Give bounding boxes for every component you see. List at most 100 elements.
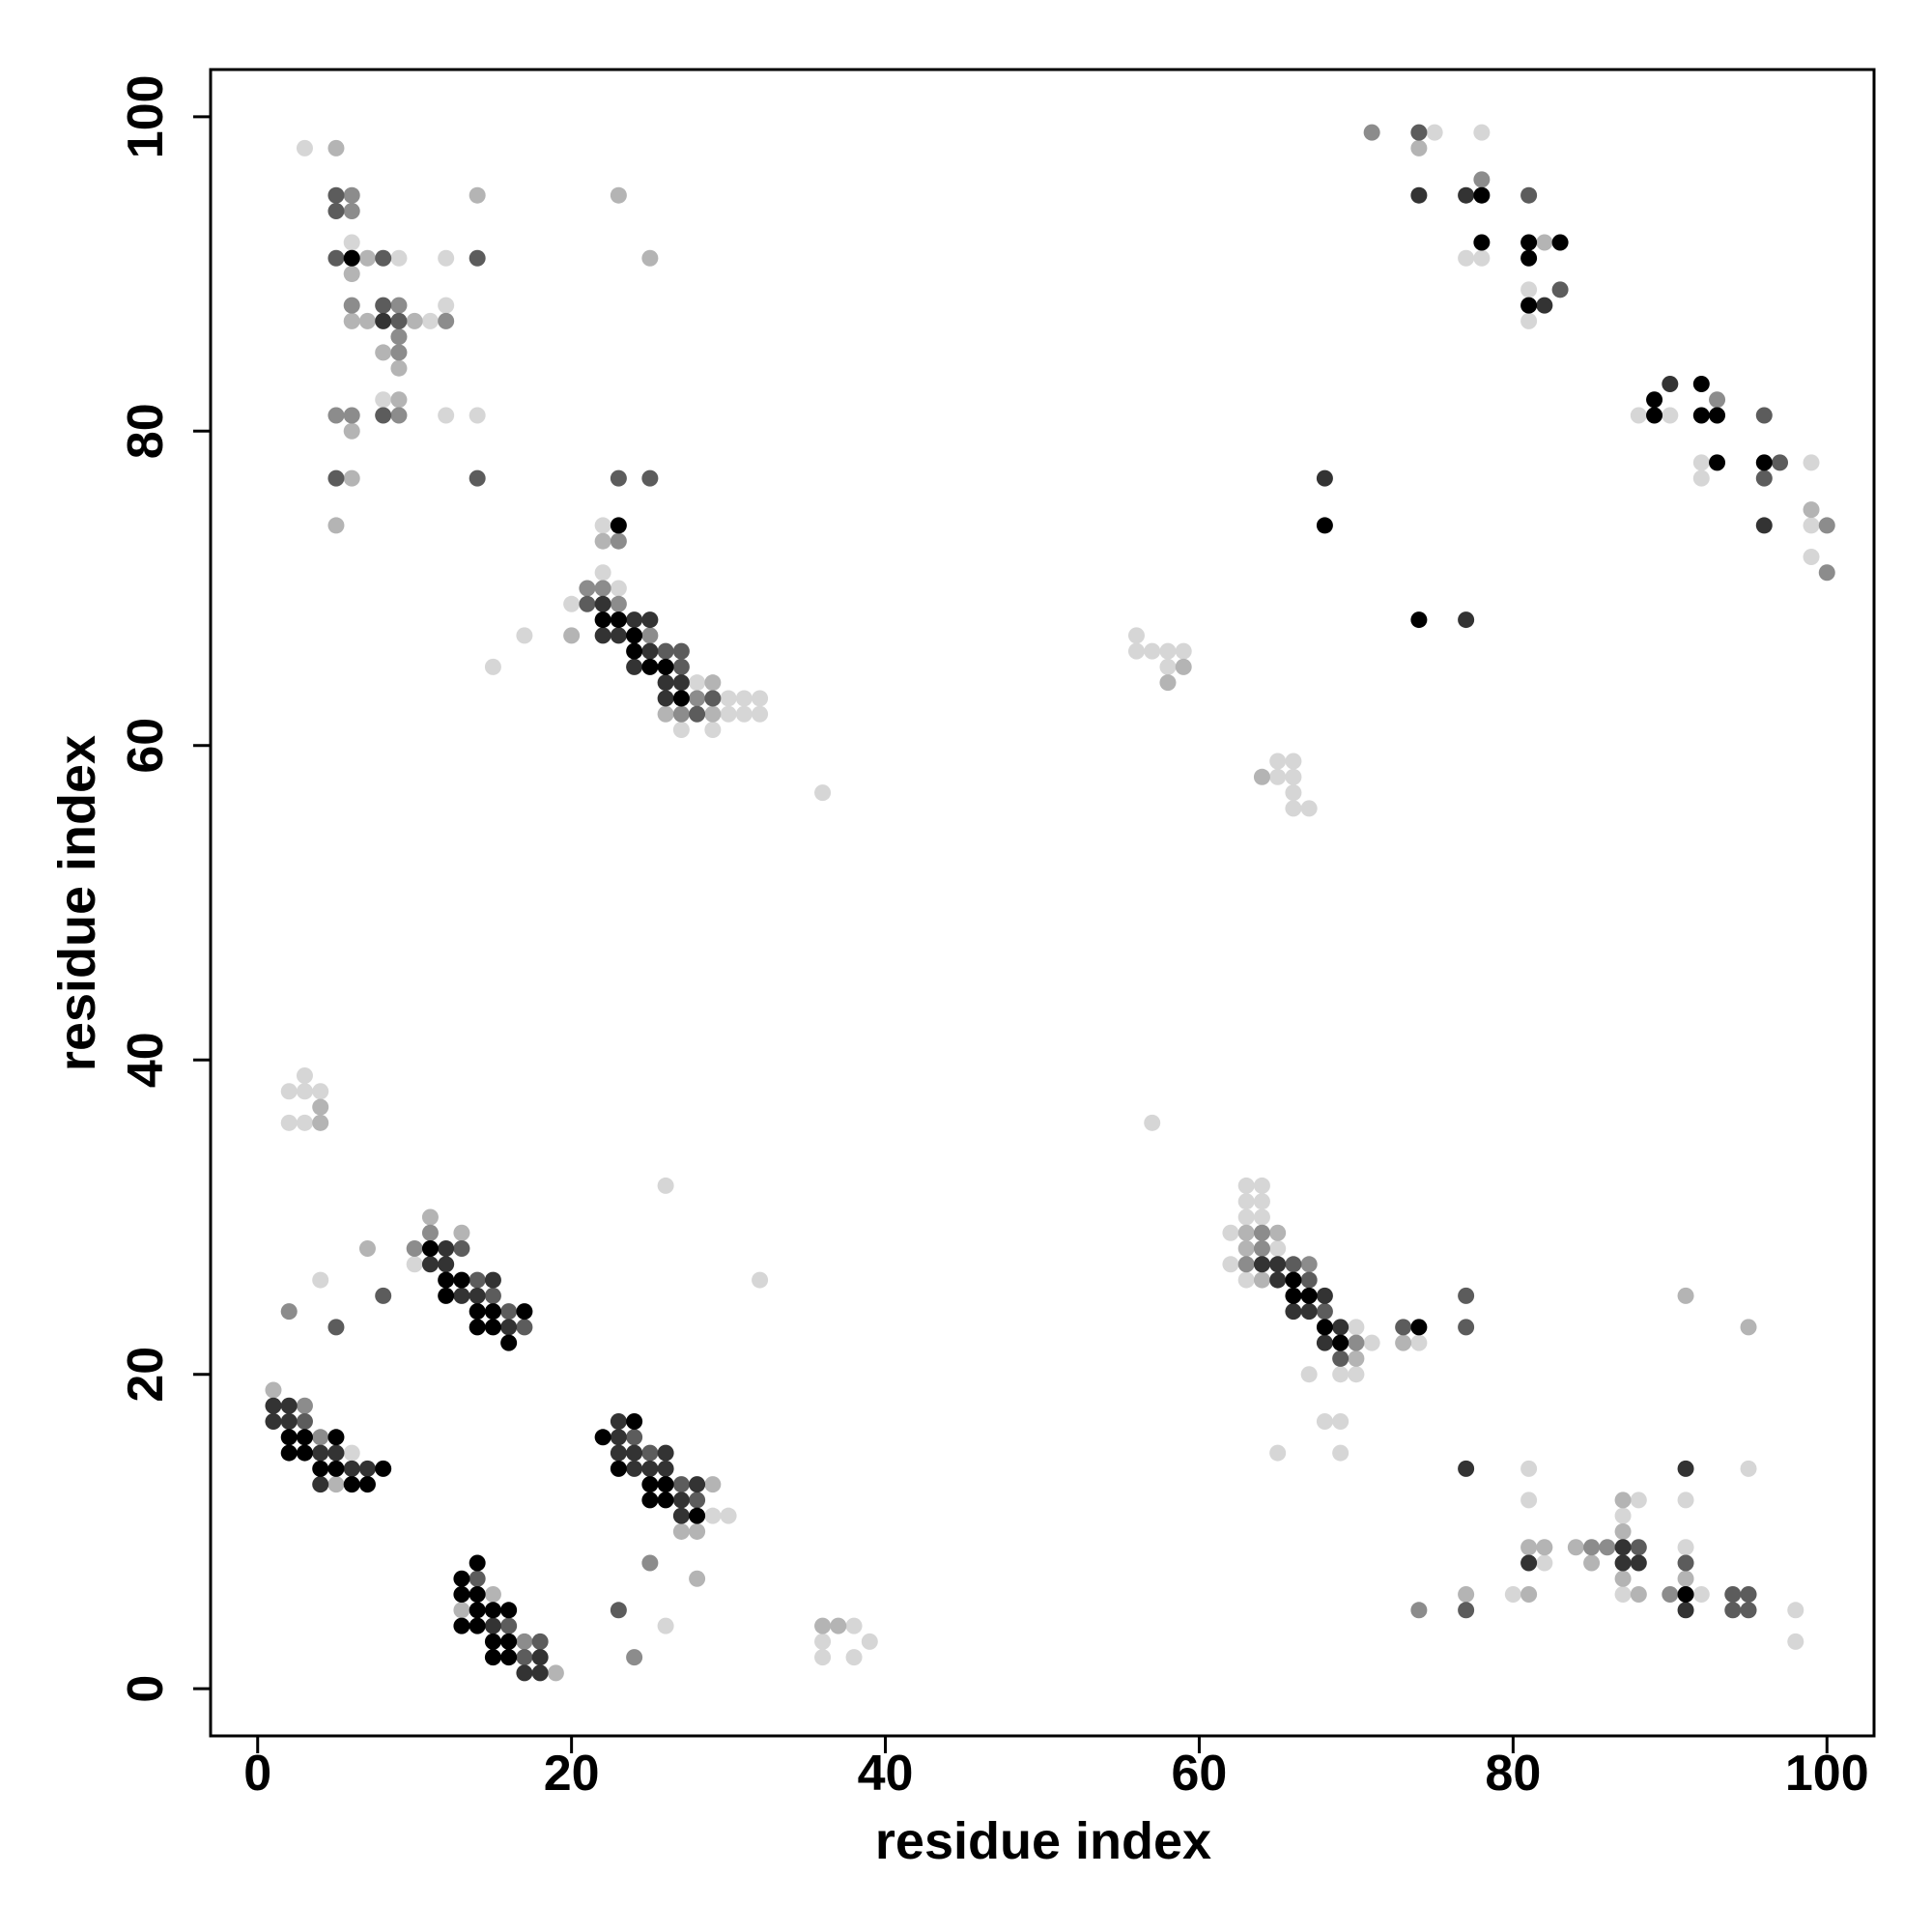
contact-point — [438, 1256, 455, 1273]
contact-point — [375, 391, 392, 409]
contact-point — [1473, 124, 1491, 141]
contact-point — [1237, 1177, 1255, 1194]
contact-point — [1740, 1319, 1757, 1336]
contact-point — [469, 1554, 486, 1572]
contact-point — [453, 1271, 470, 1289]
contact-point — [1677, 1539, 1694, 1556]
contact-point — [1285, 753, 1302, 770]
contact-point — [1614, 1570, 1632, 1587]
contact-point — [469, 1271, 486, 1289]
contact-point — [704, 1507, 722, 1524]
contact-point — [1755, 454, 1773, 471]
contact-point — [610, 1444, 627, 1462]
contact-point — [672, 1522, 690, 1540]
contact-point — [657, 1617, 674, 1634]
x-tick-label: 0 — [243, 1746, 271, 1802]
contact-point — [845, 1617, 863, 1634]
contact-point — [312, 1429, 329, 1446]
contact-point — [1316, 1303, 1333, 1321]
contact-point — [720, 705, 737, 723]
contact-point — [1253, 1271, 1270, 1289]
contact-point — [1709, 407, 1726, 424]
contact-point — [375, 249, 392, 267]
contact-point — [641, 642, 659, 660]
contact-point — [672, 1476, 690, 1493]
contact-point — [704, 705, 722, 723]
contact-point — [438, 1271, 455, 1289]
contact-point — [280, 1114, 298, 1131]
contact-point — [1520, 297, 1538, 314]
contact-point — [375, 312, 392, 329]
contact-point — [1285, 1303, 1302, 1321]
contact-point — [1614, 1522, 1632, 1540]
data-points — [265, 124, 1835, 1682]
contact-point — [327, 1429, 345, 1446]
y-tick-label: 0 — [118, 1675, 174, 1703]
contact-point — [641, 249, 659, 267]
contact-point — [1285, 768, 1302, 785]
contact-point — [610, 580, 627, 597]
contact-point — [469, 186, 486, 204]
contact-point — [1473, 234, 1491, 251]
contact-point — [1583, 1554, 1601, 1572]
contact-point — [1363, 1334, 1380, 1351]
contact-point — [641, 658, 659, 675]
contact-point — [735, 690, 753, 707]
contact-point — [296, 139, 313, 156]
contact-point — [438, 249, 455, 267]
contact-point — [516, 1319, 533, 1336]
contact-point — [1253, 1256, 1270, 1273]
contact-point — [672, 1492, 690, 1509]
contact-point — [265, 1397, 282, 1414]
contact-point — [296, 1413, 313, 1431]
contact-point — [1127, 627, 1145, 644]
contact-point — [594, 532, 611, 550]
contact-point — [453, 1240, 470, 1258]
contact-point — [657, 1460, 674, 1477]
contact-point — [579, 595, 596, 612]
contact-point — [594, 627, 611, 644]
contact-point — [830, 1617, 847, 1634]
contact-point — [280, 1444, 298, 1462]
contact-point — [500, 1649, 518, 1666]
contact-point — [1803, 454, 1820, 471]
contact-point — [672, 690, 690, 707]
contact-point — [1316, 469, 1333, 487]
contact-point — [1237, 1208, 1255, 1226]
contact-point — [610, 611, 627, 629]
contact-point — [484, 1649, 501, 1666]
contact-point — [1709, 391, 1726, 409]
contact-point — [421, 1224, 439, 1241]
contact-point — [1144, 642, 1161, 660]
contact-point — [500, 1303, 518, 1321]
contact-point — [610, 1413, 627, 1431]
contact-point — [1551, 234, 1569, 251]
contact-point — [1300, 1256, 1318, 1273]
contact-point — [406, 1256, 423, 1273]
contact-point — [516, 1649, 533, 1666]
contact-point — [390, 297, 408, 314]
contact-point — [358, 1476, 376, 1493]
contact-point — [469, 1303, 486, 1321]
contact-point — [1458, 249, 1475, 267]
contact-point — [1677, 1460, 1694, 1477]
contact-point — [327, 469, 345, 487]
contact-point — [610, 1460, 627, 1477]
contact-point — [469, 1602, 486, 1619]
contact-point — [641, 1492, 659, 1509]
contact-point — [327, 517, 345, 534]
contact-point — [390, 312, 408, 329]
contact-point — [1269, 1444, 1287, 1462]
contact-point — [516, 1664, 533, 1682]
y-tick-label: 40 — [118, 1032, 174, 1088]
contact-point — [484, 1586, 501, 1604]
contact-point — [265, 1413, 282, 1431]
contact-point — [1222, 1256, 1239, 1273]
contact-point — [1410, 139, 1428, 156]
contact-point — [1237, 1193, 1255, 1210]
contact-point — [1316, 1319, 1333, 1336]
contact-point — [500, 1319, 518, 1336]
contact-point — [547, 1664, 564, 1682]
contact-point — [1458, 1460, 1475, 1477]
contact-point — [1504, 1586, 1521, 1604]
